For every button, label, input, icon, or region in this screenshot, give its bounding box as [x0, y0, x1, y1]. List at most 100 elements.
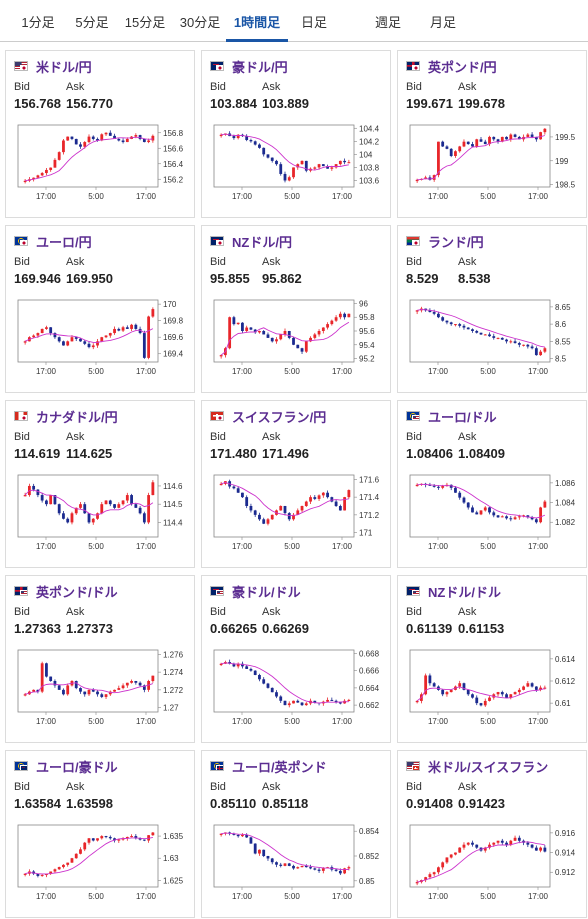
pair-name[interactable]: ユーロ/円	[36, 235, 92, 250]
candle-body	[432, 485, 436, 487]
candle-body	[113, 689, 116, 692]
candle-body	[326, 166, 329, 169]
candle-body	[500, 337, 504, 340]
rate-card[interactable]: 英ポンド/円 Bid 199.671 Ask 199.678 199.5 199 198.5 1…	[397, 50, 587, 218]
x-tick-label: 17:00	[332, 192, 353, 201]
mini-chart[interactable]: 0.854 0.852 0.85 17:00 5:00 17:00	[213, 823, 388, 909]
rate-card[interactable]: 豪ドル/円 Bid 103.884 Ask 103.889 104.4 104.2 104 10…	[201, 50, 391, 218]
mini-chart[interactable]: 0.668 0.666 0.664 0.662 17:00 5:00 17:00	[213, 648, 388, 734]
pair-name[interactable]: 米ドル/スイスフラン	[428, 760, 549, 775]
tab-3[interactable]: 30分足	[179, 15, 221, 30]
x-tick-label: 5:00	[480, 892, 496, 901]
candle-body	[296, 164, 300, 168]
mini-chart[interactable]: 96 95.8 95.6 95.4 95.2 17:00 5:00 17:00	[213, 298, 388, 384]
candle-body	[534, 348, 538, 356]
candle-body	[279, 334, 283, 340]
mini-chart[interactable]: 104.4 104.2 104 103.8 103.6 17:00 5:00 17:00	[213, 123, 388, 209]
rate-card[interactable]: 英ポンド/ドル Bid 1.27363 Ask 1.27373 1.276 1.274 1.2…	[5, 575, 195, 743]
rate-card[interactable]: NZドル/ドル Bid 0.61139 Ask 0.61153 0.614 0.612 0.6…	[397, 575, 587, 743]
tab-0[interactable]: 1分足	[21, 15, 55, 30]
candle-body	[125, 327, 129, 329]
rate-card[interactable]: カナダドル/円 Bid 114.619 Ask 114.625 114.6 114.5 114…	[5, 400, 195, 568]
tab-7[interactable]: 月足	[429, 15, 456, 30]
candle-body	[522, 515, 525, 517]
tab-6[interactable]: 週足	[374, 15, 401, 30]
candle-body	[117, 138, 121, 141]
mini-chart[interactable]: 199.5 199 198.5 17:00 5:00 17:00	[409, 123, 584, 209]
candle-body	[509, 134, 513, 140]
candle-body	[313, 497, 317, 499]
candle-body	[70, 858, 74, 863]
x-tick-label: 17:00	[136, 192, 157, 201]
candle-body	[258, 514, 261, 520]
candle-body	[347, 867, 351, 869]
rate-card[interactable]: NZドル/円 Bid 95.855 Ask 95.862 96 95.8 95.6 95.4 95…	[201, 225, 391, 393]
candle-body	[66, 518, 70, 523]
mini-chart[interactable]: 114.6 114.5 114.4 17:00 5:00 17:00	[17, 473, 192, 559]
rate-card[interactable]: ランド/円 Bid 8.529 Ask 8.538 8.65 8.6 8.55 8.5 17:00…	[397, 225, 587, 393]
pair-name[interactable]: スイスフラン/円	[232, 410, 327, 425]
candle-body	[415, 179, 419, 182]
pair-name[interactable]: NZドル/ドル	[428, 585, 501, 600]
mini-chart[interactable]: 0.916 0.914 0.912 17:00 5:00 17:00	[409, 823, 584, 909]
mini-chart[interactable]: 171.6 171.4 171.2 171 17:00 5:00 17:00	[213, 473, 388, 559]
pair-name[interactable]: 英ポンド/円	[428, 60, 497, 75]
candle-body	[232, 663, 236, 667]
tab-5[interactable]: 日足	[300, 15, 327, 30]
rate-card[interactable]: 米ドル/スイスフラン Bid 0.91408 Ask 0.91423 0.916 0.914…	[397, 750, 587, 918]
pair-name[interactable]: ユーロ/豪ドル	[36, 760, 118, 775]
tab-2[interactable]: 15分足	[124, 15, 166, 30]
rate-card[interactable]: ユーロ/英ポンド Bid 0.85110 Ask 0.85118 0.854 0.852 0.…	[201, 750, 391, 918]
candle-body	[522, 686, 525, 690]
eu-au-flag	[14, 761, 28, 771]
pair-name[interactable]: ランド/円	[428, 235, 484, 250]
mini-chart[interactable]: 0.614 0.612 0.61 17:00 5:00 17:00	[409, 648, 584, 734]
pair-name[interactable]: 英ポンド/ドル	[36, 585, 118, 600]
x-tick-label: 17:00	[332, 542, 353, 551]
candle-body	[87, 343, 91, 348]
pair-name[interactable]: カナダドル/円	[36, 410, 118, 425]
candle-body	[509, 341, 513, 343]
mini-chart[interactable]: 1.086 1.084 1.082 17:00 5:00 17:00	[409, 473, 584, 559]
rate-card[interactable]: スイスフラン/円 Bid 171.480 Ask 171.496 171.6 171.4 17…	[201, 400, 391, 568]
candle-body	[475, 512, 479, 515]
jp-flag-icon	[20, 415, 27, 420]
mini-chart[interactable]: 1.276 1.274 1.272 1.27 17:00 5:00 17:00	[17, 648, 192, 734]
pair-name[interactable]: NZドル/円	[232, 235, 292, 250]
x-tick-label: 17:00	[136, 542, 157, 551]
x-tick-label: 17:00	[332, 367, 353, 376]
rate-card[interactable]: 豪ドル/ドル Bid 0.66265 Ask 0.66269 0.668 0.666 0.66…	[201, 575, 391, 743]
candle-body	[91, 838, 95, 841]
candle-body	[462, 497, 466, 503]
candle-body	[415, 484, 419, 487]
candle-body	[104, 694, 108, 697]
rate-card[interactable]: ユーロ/円 Bid 169.946 Ask 169.950 170 169.8 169.6 16…	[5, 225, 195, 393]
candlestick-chart: 156.8 156.6 156.4 156.2 17:00 5:00 17:00	[17, 124, 184, 201]
pair-name[interactable]: 米ドル/円	[36, 60, 92, 75]
candle-body	[475, 697, 479, 704]
candle-body	[475, 139, 479, 147]
candle-body	[513, 517, 517, 520]
mini-chart[interactable]: 8.65 8.6 8.55 8.5 17:00 5:00 17:00	[409, 298, 584, 384]
mini-chart[interactable]: 170 169.8 169.6 169.4 17:00 5:00 17:00	[17, 298, 192, 384]
rate-card[interactable]: ユーロ/豪ドル Bid 1.63584 Ask 1.63598 1.635 1.63 1.62…	[5, 750, 195, 918]
mini-chart[interactable]: 1.635 1.63 1.625 17:00 5:00 17:00	[17, 823, 192, 909]
candlestick-chart: 96 95.8 95.6 95.4 95.2 17:00 5:00 17:00	[213, 299, 375, 376]
pair-name[interactable]: 豪ドル/円	[232, 60, 288, 75]
pair-name[interactable]: 豪ドル/ドル	[232, 585, 301, 600]
candle-body	[292, 514, 295, 520]
pair-name[interactable]: ユーロ/ドル	[428, 410, 497, 425]
candle-body	[296, 510, 300, 515]
pair-name[interactable]: ユーロ/英ポンド	[232, 760, 327, 775]
tab-1[interactable]: 5分足	[75, 15, 109, 30]
ch-jp-flag	[210, 411, 224, 421]
candle-body	[347, 699, 351, 701]
ask-value: 156.770	[66, 96, 113, 111]
tab-4[interactable]: 1時間足	[226, 0, 288, 42]
rate-card[interactable]: 米ドル/円 Bid 156.768 Ask 156.770 156.8 156.6 156.4…	[5, 50, 195, 218]
candle-body	[505, 842, 508, 845]
candle-body	[330, 167, 334, 169]
mini-chart[interactable]: 156.8 156.6 156.4 156.2 17:00 5:00 17:00	[17, 123, 192, 209]
candle-body	[40, 173, 44, 176]
rate-card[interactable]: ユーロ/ドル Bid 1.08406 Ask 1.08409 1.086 1.084 1.08…	[397, 400, 587, 568]
